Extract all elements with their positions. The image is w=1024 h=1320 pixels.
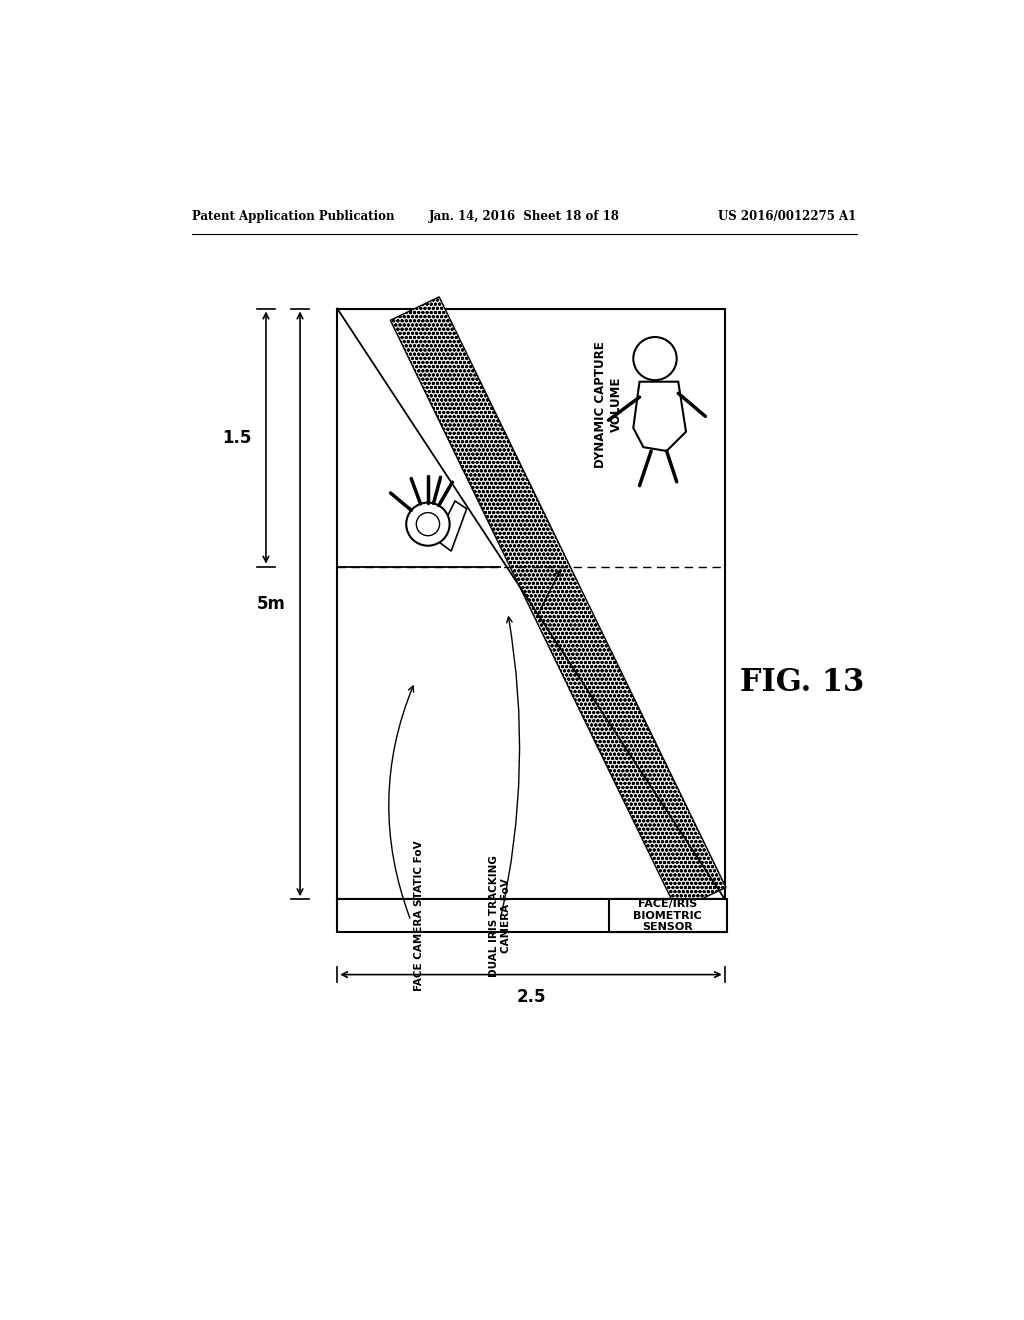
Text: Patent Application Publication: Patent Application Publication — [193, 210, 395, 223]
Text: FIG. 13: FIG. 13 — [740, 667, 864, 697]
Text: DUAL IRIS TRACKING
CAMERA FoV: DUAL IRIS TRACKING CAMERA FoV — [489, 855, 511, 977]
Text: US 2016/0012275 A1: US 2016/0012275 A1 — [718, 210, 856, 223]
Bar — [337, 899, 725, 932]
Text: 1.5: 1.5 — [222, 429, 252, 446]
Circle shape — [407, 503, 450, 545]
Text: FACE CAMERA STATIC FoV: FACE CAMERA STATIC FoV — [414, 841, 424, 991]
Text: Jan. 14, 2016  Sheet 18 of 18: Jan. 14, 2016 Sheet 18 of 18 — [429, 210, 621, 223]
Circle shape — [633, 337, 677, 380]
Polygon shape — [390, 297, 726, 911]
Text: 5m: 5m — [257, 595, 286, 612]
Text: 2.5: 2.5 — [516, 989, 546, 1006]
Bar — [608, 899, 727, 932]
Bar — [337, 309, 725, 899]
Polygon shape — [435, 502, 467, 552]
Text: DYNAMIC CAPTURE
VOLUME: DYNAMIC CAPTURE VOLUME — [595, 342, 623, 469]
Polygon shape — [633, 381, 686, 451]
Text: FACE/IRIS
BIOMETRIC
SENSOR: FACE/IRIS BIOMETRIC SENSOR — [634, 899, 702, 932]
